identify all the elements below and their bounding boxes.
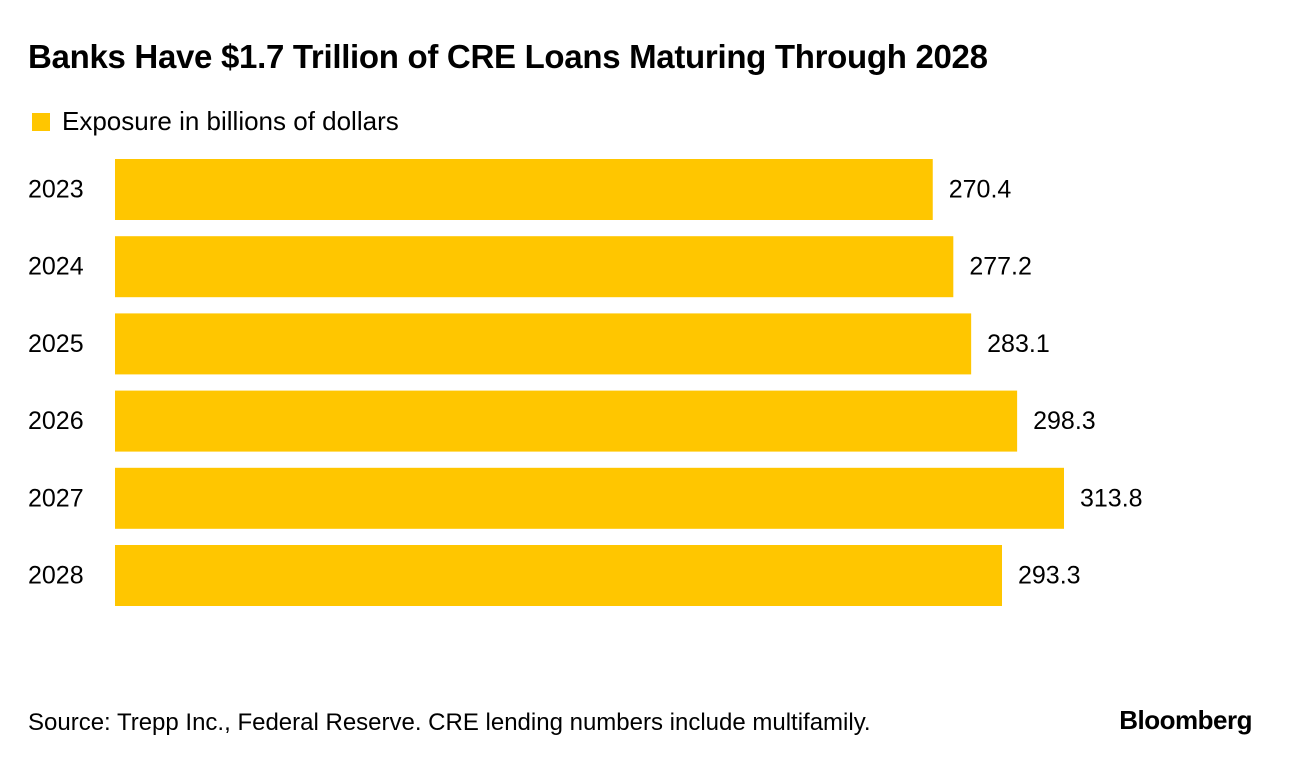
- bar-2026: [115, 390, 1018, 452]
- value-label-2026: 298.3: [1033, 407, 1096, 435]
- bar-2027: [115, 467, 1064, 529]
- legend: Exposure in billions of dollars: [32, 106, 399, 137]
- value-label-2027: 313.8: [1080, 484, 1143, 512]
- bar-2028: [115, 545, 1003, 606]
- brand-logo: Bloomberg: [1119, 705, 1252, 735]
- category-label-2024: 2024: [28, 253, 84, 281]
- value-label-2028: 293.3: [1018, 562, 1081, 590]
- category-label-2027: 2027: [28, 484, 84, 512]
- bar-2023: [115, 159, 933, 220]
- category-label-2023: 2023: [28, 176, 84, 204]
- value-label-2023: 270.4: [949, 176, 1012, 204]
- value-label-2025: 283.1: [987, 330, 1050, 358]
- bar-2025: [115, 313, 972, 375]
- legend-label: Exposure in billions of dollars: [62, 106, 399, 136]
- legend-swatch: [32, 112, 50, 131]
- value-label-2024: 277.2: [969, 253, 1032, 281]
- category-label-2028: 2028: [28, 562, 84, 590]
- category-label-2025: 2025: [28, 330, 84, 358]
- source-note: Source: Trepp Inc., Federal Reserve. CRE…: [28, 709, 871, 736]
- category-label-2026: 2026: [28, 407, 84, 435]
- bar-2024: [115, 236, 954, 298]
- chart-title: Banks Have $1.7 Trillion of CRE Loans Ma…: [28, 38, 988, 75]
